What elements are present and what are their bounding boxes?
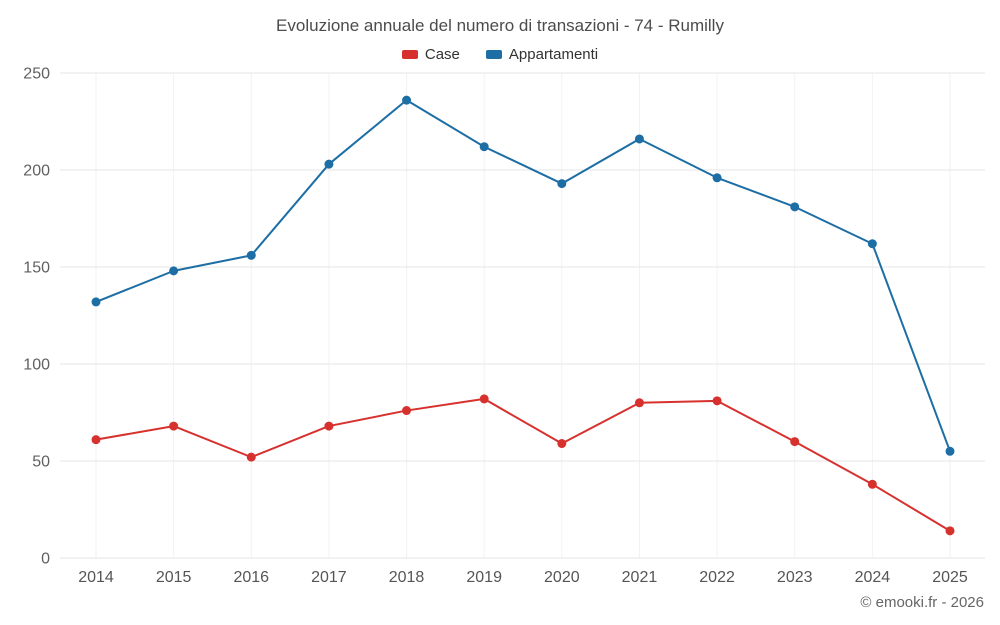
y-axis-tick-label: 200 <box>23 163 50 180</box>
x-axis-tick-label: 2022 <box>699 569 735 586</box>
copyright-text: © emooki.fr - 2026 <box>860 594 984 611</box>
legend-label-appartamenti: Appartamenti <box>508 46 599 63</box>
data-point-appartamenti <box>246 250 256 260</box>
data-point-appartamenti <box>557 179 567 189</box>
data-point-appartamenti <box>634 134 644 144</box>
data-point-appartamenti <box>790 202 800 212</box>
data-point-case <box>945 526 955 536</box>
x-axis-tick-label: 2018 <box>389 569 425 586</box>
chart-title: Evoluzione annuale del numero di transaz… <box>276 16 724 35</box>
x-axis-tick-label: 2020 <box>544 569 580 586</box>
x-axis-tick-label: 2021 <box>622 569 658 586</box>
series-line-appartamenti <box>95 99 951 453</box>
x-axis-tick-label: 2025 <box>932 569 968 586</box>
data-point-case <box>91 435 101 445</box>
data-point-appartamenti <box>479 142 489 152</box>
y-axis-tick-label: 0 <box>41 551 50 568</box>
data-point-case <box>867 479 877 489</box>
data-point-case <box>169 421 179 431</box>
legend-marker-case-icon <box>401 50 418 59</box>
y-axis-tick-label: 250 <box>23 66 50 83</box>
data-point-appartamenti <box>324 159 334 169</box>
data-point-case <box>557 439 567 449</box>
legend-marker-appartamenti-icon <box>485 50 502 59</box>
data-point-appartamenti <box>867 239 877 249</box>
x-axis-tick-label: 2015 <box>156 569 192 586</box>
data-point-case <box>324 421 334 431</box>
data-point-case <box>790 437 800 447</box>
x-axis-tick-label: 2024 <box>855 569 891 586</box>
x-axis-tick-label: 2023 <box>777 569 813 586</box>
data-point-case <box>402 406 412 416</box>
legend-item-appartamenti[interactable]: Appartamenti <box>485 46 599 63</box>
legend-item-case[interactable]: Case <box>401 46 460 63</box>
x-axis-tick-label: 2017 <box>311 569 347 586</box>
data-point-appartamenti <box>945 446 955 456</box>
data-point-appartamenti <box>91 297 101 307</box>
legend-label-case: Case <box>424 46 460 63</box>
data-point-case <box>634 398 644 408</box>
series-line-case <box>95 397 951 532</box>
y-axis-tick-label: 50 <box>32 454 50 471</box>
data-point-appartamenti <box>169 266 179 276</box>
data-point-appartamenti <box>712 173 722 183</box>
legend: Case Appartamenti <box>0 46 1000 63</box>
y-axis-tick-label: 150 <box>23 260 50 277</box>
y-axis-tick-label: 100 <box>23 357 50 374</box>
x-axis-tick-label: 2019 <box>466 569 502 586</box>
data-point-case <box>712 396 722 406</box>
x-axis-tick-label: 2014 <box>78 569 114 586</box>
data-point-case <box>246 452 256 462</box>
data-point-appartamenti <box>402 95 412 105</box>
x-axis-tick-label: 2016 <box>233 569 269 586</box>
data-point-case <box>479 394 489 404</box>
